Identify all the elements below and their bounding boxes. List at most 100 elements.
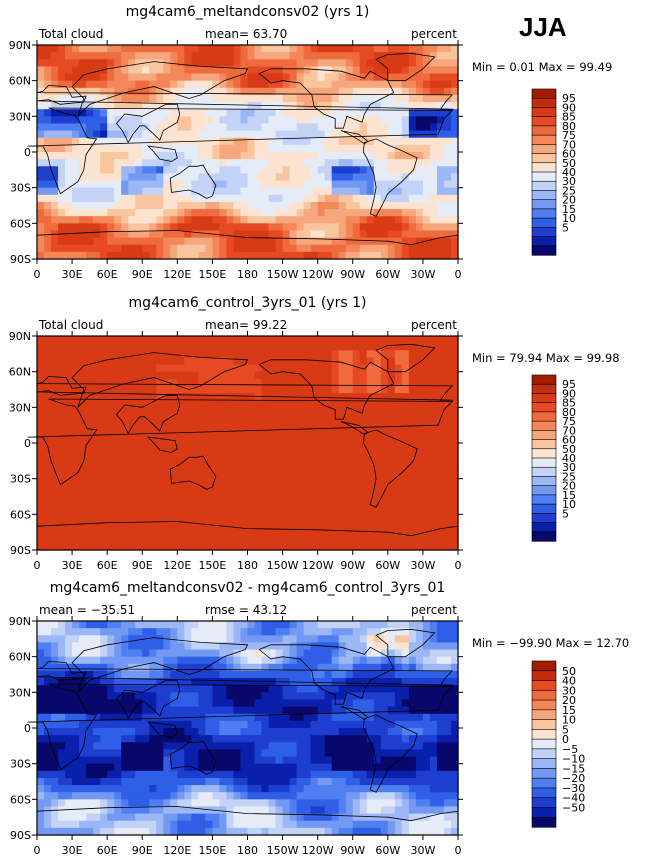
y-tick-label: 60S [10,793,31,806]
colorbar-label: 75 [562,415,576,428]
coastlines [27,343,459,551]
x-tick-label: 150E [198,268,226,281]
field-label: mean = −35.51 [39,603,135,617]
x-tick-label: 30E [62,559,83,572]
colorbar-label: 0 [562,733,569,746]
colorbar-label: 10 [562,714,576,727]
colorbar-swatch [531,162,557,173]
colorbar-swatch [531,430,557,441]
y-tick-label: 0 [24,437,31,450]
x-tick-label: 120E [163,268,191,281]
x-tick-label: 60E [97,268,118,281]
colorbar-label: 75 [562,129,576,142]
colorbar-label: −40 [562,792,585,805]
units-label: percent [411,27,457,41]
colorbar-label: 85 [562,111,576,124]
colorbar-swatch [531,660,557,672]
plot-title: mg4cam6_meltandconsv02 - mg4cam6_control… [50,580,446,596]
y-tick-label: 60N [9,366,31,379]
y-tick-label: 0 [24,146,31,159]
colorbar-label: 30 [562,684,576,697]
colorbar-label: 50 [562,665,576,678]
x-tick-label: 180 [237,559,258,572]
colorbar-label: 80 [562,406,576,419]
mean-label: rmse = 43.12 [205,603,287,617]
y-tick-label: 30S [10,182,31,195]
colorbar-swatch [531,494,557,505]
colorbar-label: −5 [562,743,578,756]
x-tick-label: 150W [267,559,299,572]
min-max-label: Min = 79.94 Max = 99.98 [472,351,620,365]
colorbar-label: 15 [562,704,576,717]
colorbar-label: 70 [562,138,576,151]
x-tick-label: 0 [34,268,41,281]
x-tick-label: 30E [62,844,83,857]
colorbar-swatch [531,457,557,468]
colorbar-swatch [531,107,557,118]
colorbar-label: 90 [562,101,576,114]
colorbar-swatch [531,190,557,201]
colorbar-swatch [531,125,557,136]
y-tick-label: 30N [9,686,31,699]
x-tick-label: 150W [267,844,299,857]
field-grid [37,45,459,260]
colorbar-swatch [531,411,557,422]
x-tick-label: 30W [410,268,435,281]
colorbar-label: 5 [562,507,569,520]
colorbar-swatch [531,680,557,691]
y-tick-label: 30S [10,758,31,771]
colorbar-swatch [531,227,557,238]
colorbar-swatch [531,439,557,450]
x-tick-label: 120E [163,559,191,572]
x-tick-label: 150W [267,268,299,281]
colorbar-label: 30 [562,461,576,474]
colorbar-swatch [531,719,557,730]
colorbar-swatch [531,816,557,828]
colorbar-swatch [531,199,557,210]
y-tick-label: 90S [10,829,31,842]
colorbar-swatch [531,88,557,99]
x-tick-label: 90W [340,268,365,281]
x-tick-label: 180 [237,268,258,281]
colorbar-swatch [531,485,557,496]
colorbar-swatch [531,531,557,542]
x-tick-label: 90E [132,268,153,281]
x-tick-label: 30W [410,844,435,857]
units-label: percent [411,318,457,332]
colorbar-label: 40 [562,675,576,688]
colorbar-swatch [531,466,557,478]
units-label: percent [411,603,457,617]
colorbar-swatch [531,503,557,514]
x-tick-label: 60W [375,559,400,572]
colorbar-swatch [531,402,557,413]
colorbar-label: −50 [562,801,585,814]
colorbar-label: 80 [562,120,576,133]
x-tick-label: 0 [455,844,462,857]
x-tick-label: 90E [132,844,153,857]
colorbar-swatch [531,699,557,711]
colorbar-label: 20 [562,480,576,493]
x-tick-label: 120E [163,844,191,857]
plot-title: mg4cam6_control_3yrs_01 (yrs 1) [129,295,367,311]
field-label: Total cloud [38,27,103,41]
x-tick-label: 120W [302,268,334,281]
colorbar-label: 85 [562,397,576,410]
colorbar-label: 70 [562,424,576,437]
colorbar-swatch [531,476,557,487]
colorbar-label: 20 [562,694,576,707]
x-tick-label: 60W [375,268,400,281]
colorbar-swatch [531,97,557,109]
colorbar-swatch [531,420,557,431]
colorbar-label: 60 [562,434,576,447]
colorbar-swatch [531,448,557,459]
colorbar-label: 25 [562,470,576,483]
colorbar-swatch [531,522,557,533]
plot-title: mg4cam6_meltandconsv02 (yrs 1) [126,4,370,20]
x-tick-label: 120W [302,844,334,857]
colorbar-swatch [531,217,557,228]
map-panel-3: mg4cam6_meltandconsv02 - mg4cam6_control… [9,580,629,857]
x-tick-label: 0 [455,268,462,281]
coastlines [27,52,459,260]
